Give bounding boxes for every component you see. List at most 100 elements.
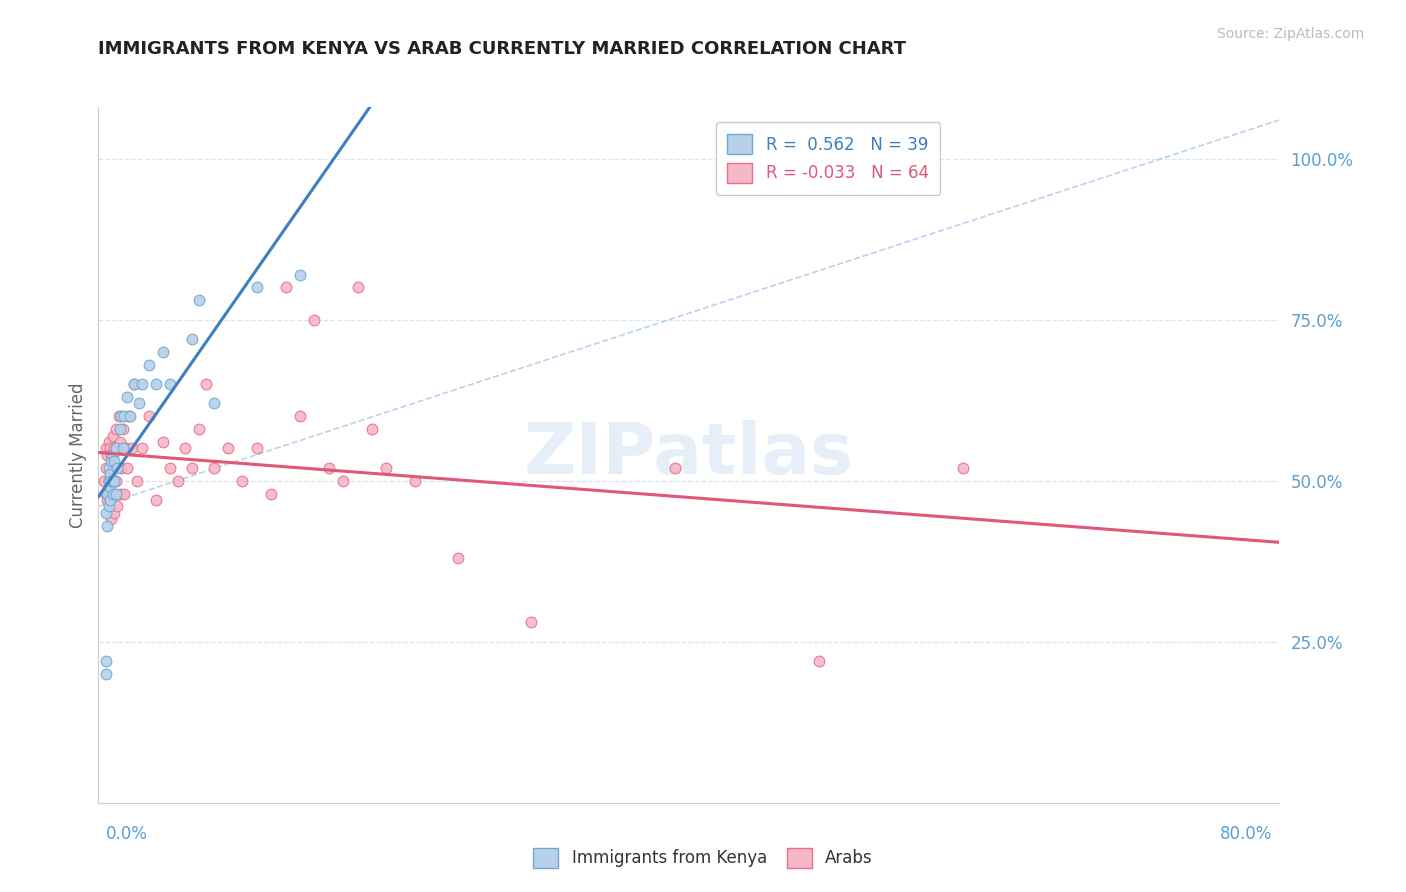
Point [246, 280, 269, 294]
Point [288, 268, 311, 282]
Point [103, 454, 125, 468]
Point [121, 442, 143, 456]
Point [159, 460, 181, 475]
Point [375, 460, 398, 475]
Point [124, 377, 146, 392]
Point [94, 460, 117, 475]
Legend: R =  0.562   N = 39, R = -0.033   N = 64: R = 0.562 N = 39, R = -0.033 N = 64 [716, 122, 941, 194]
Point [114, 442, 136, 456]
Point [108, 435, 131, 450]
Point [159, 377, 181, 392]
Point [107, 409, 129, 424]
Point [181, 332, 204, 346]
Point [97, 460, 120, 475]
Point [318, 460, 340, 475]
Point [138, 358, 160, 372]
Point [664, 460, 686, 475]
Legend: Immigrants from Kenya, Arabs: Immigrants from Kenya, Arabs [527, 841, 879, 875]
Point [100, 474, 122, 488]
Point [98, 442, 121, 456]
Point [110, 409, 132, 424]
Point [96, 448, 118, 462]
Point [103, 506, 125, 520]
Point [98, 493, 121, 508]
Point [181, 460, 204, 475]
Point [97, 435, 120, 450]
Y-axis label: Currently Married: Currently Married [69, 382, 87, 528]
Point [124, 377, 146, 392]
Point [195, 377, 218, 392]
Text: Source: ZipAtlas.com: Source: ZipAtlas.com [1216, 27, 1364, 41]
Point [100, 454, 122, 468]
Point [98, 467, 121, 482]
Point [112, 409, 135, 424]
Point [103, 442, 125, 456]
Text: 80.0%: 80.0% [1220, 825, 1272, 843]
Point [97, 486, 120, 500]
Point [952, 460, 974, 475]
Point [96, 518, 118, 533]
Point [404, 474, 426, 488]
Point [100, 448, 122, 462]
Point [101, 474, 124, 488]
Point [96, 486, 118, 500]
Point [111, 422, 134, 436]
Point [131, 442, 153, 456]
Point [145, 493, 167, 508]
Point [447, 551, 470, 566]
Point [115, 390, 138, 404]
Point [115, 460, 138, 475]
Point [97, 474, 120, 488]
Point [111, 442, 134, 456]
Point [97, 500, 120, 514]
Point [346, 280, 368, 294]
Point [152, 435, 174, 450]
Point [361, 422, 384, 436]
Point [260, 486, 283, 500]
Point [118, 409, 141, 424]
Point [105, 460, 128, 475]
Point [101, 428, 124, 442]
Point [145, 377, 167, 392]
Point [173, 442, 195, 456]
Point [246, 442, 269, 456]
Text: ZIPatlas: ZIPatlas [524, 420, 853, 490]
Point [105, 500, 128, 514]
Point [94, 486, 117, 500]
Point [103, 474, 125, 488]
Point [202, 460, 225, 475]
Text: 0.0%: 0.0% [105, 825, 148, 843]
Point [100, 512, 122, 526]
Point [217, 442, 239, 456]
Point [152, 344, 174, 359]
Point [110, 460, 132, 475]
Point [104, 442, 127, 456]
Point [93, 474, 115, 488]
Point [94, 442, 117, 456]
Point [807, 654, 830, 668]
Text: IMMIGRANTS FROM KENYA VS ARAB CURRENTLY MARRIED CORRELATION CHART: IMMIGRANTS FROM KENYA VS ARAB CURRENTLY … [98, 40, 907, 58]
Point [202, 396, 225, 410]
Point [131, 377, 153, 392]
Point [138, 409, 160, 424]
Point [101, 448, 124, 462]
Point [112, 486, 135, 500]
Point [94, 654, 117, 668]
Point [104, 422, 127, 436]
Point [128, 396, 150, 410]
Point [231, 474, 253, 488]
Point [101, 486, 124, 500]
Point [120, 409, 142, 424]
Point [108, 422, 131, 436]
Point [166, 474, 188, 488]
Point [332, 474, 354, 488]
Point [304, 312, 326, 326]
Point [94, 667, 117, 681]
Point [96, 493, 118, 508]
Point [101, 460, 124, 475]
Point [94, 506, 117, 520]
Point [100, 474, 122, 488]
Point [188, 422, 211, 436]
Point [101, 486, 124, 500]
Point [108, 486, 131, 500]
